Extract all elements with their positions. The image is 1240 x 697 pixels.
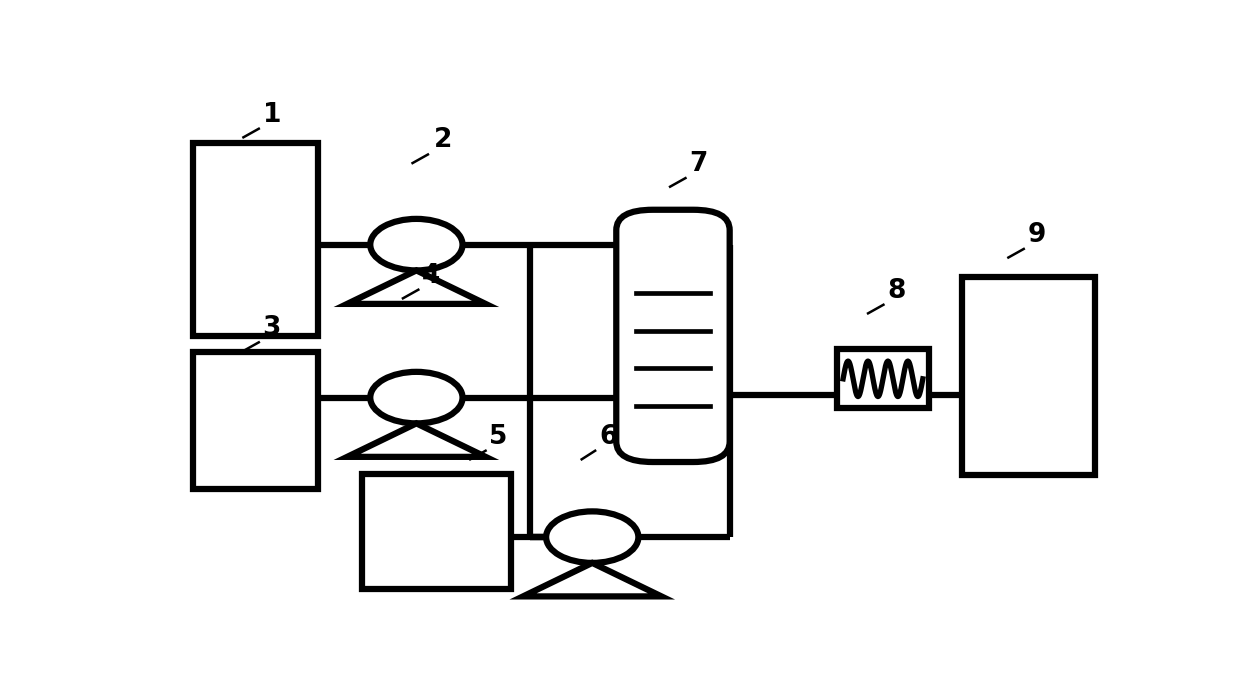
- Polygon shape: [347, 423, 486, 457]
- Polygon shape: [347, 270, 486, 304]
- Text: 1: 1: [263, 102, 281, 128]
- Bar: [362, 474, 511, 589]
- Polygon shape: [523, 563, 661, 597]
- Text: 6: 6: [599, 424, 618, 450]
- Text: 7: 7: [689, 151, 708, 177]
- Text: 8: 8: [888, 277, 905, 304]
- Bar: [962, 277, 1095, 475]
- Bar: [837, 349, 929, 408]
- Text: 3: 3: [263, 315, 281, 342]
- Bar: [193, 352, 319, 489]
- Text: 5: 5: [490, 424, 508, 450]
- Bar: [193, 143, 319, 336]
- Circle shape: [546, 512, 639, 563]
- Text: 2: 2: [434, 128, 453, 153]
- FancyBboxPatch shape: [616, 210, 729, 462]
- Circle shape: [371, 219, 463, 270]
- Circle shape: [371, 372, 463, 423]
- Text: 9: 9: [1028, 222, 1047, 248]
- Text: 4: 4: [422, 263, 440, 289]
